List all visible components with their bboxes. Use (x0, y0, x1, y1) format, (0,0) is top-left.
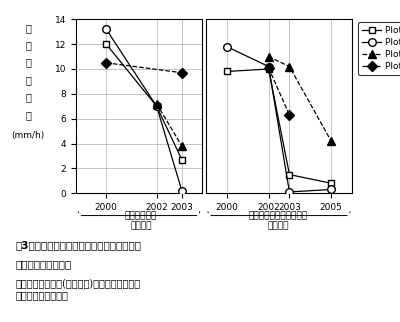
Text: 力: 力 (25, 110, 31, 120)
Text: 夏期の最も久尌した時期
での比較: 夏期の最も久尌した時期 での比較 (248, 211, 308, 230)
Text: 渠: 渠 (25, 40, 31, 50)
Legend: Plot 1, Plot 2, Plot 3, Plot 4: Plot 1, Plot 2, Plot 3, Plot 4 (358, 22, 400, 75)
Text: 排水能力の経年変化: 排水能力の経年変化 (16, 259, 72, 269)
Text: 図3　水稲が作付けられた水田における暗渠: 図3 水稲が作付けられた水田における暗渠 (16, 240, 142, 250)
Text: 水: 水 (25, 75, 31, 85)
Text: (mm/h): (mm/h) (12, 131, 45, 140)
Text: 排: 排 (25, 58, 31, 68)
Text: 春期耕起直後
での比較: 春期耕起直後 での比較 (125, 211, 157, 230)
Text: 能: 能 (25, 92, 31, 102)
Text: 春期の耕起直後(代かき前)と夏期の最も久尌
　した時期での比較: 春期の耕起直後(代かき前)と夏期の最も久尌 した時期での比較 (16, 279, 141, 300)
Text: 暗: 暗 (25, 23, 31, 33)
